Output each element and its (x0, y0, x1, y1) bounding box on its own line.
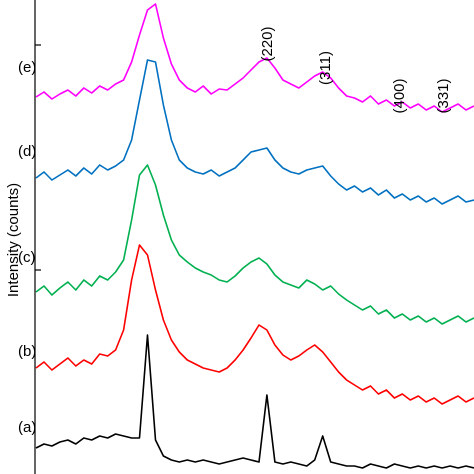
series-label: (d) (18, 143, 36, 160)
series-line (35, 3, 474, 113)
series-label: (e) (18, 59, 36, 76)
series-label: (c) (18, 249, 36, 266)
peak-annotation: (400) (391, 78, 408, 113)
series-label: (a) (18, 419, 36, 436)
series-line (35, 244, 474, 405)
peak-annotation: (331) (435, 78, 452, 113)
y-axis-label: Intensity (counts) (5, 183, 22, 297)
series-line (35, 334, 474, 469)
plot-area (35, 3, 474, 469)
series-label: (b) (18, 343, 36, 360)
peak-annotation: (220) (259, 26, 276, 61)
peak-annotation: (311) (317, 51, 334, 85)
series-line (35, 164, 474, 325)
series-line (35, 59, 474, 205)
